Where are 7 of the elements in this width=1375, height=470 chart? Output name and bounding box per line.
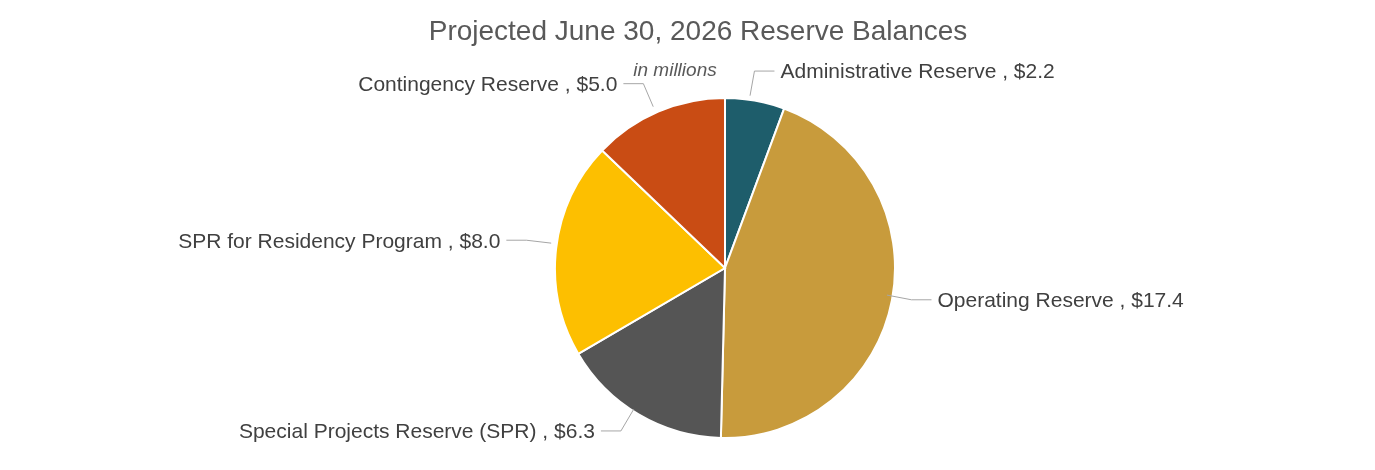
- slice-label: Contingency Reserve , $5.0: [358, 72, 618, 96]
- slice-label: Operating Reserve , $17.4: [937, 288, 1185, 312]
- slice-label: SPR for Residency Program , $8.0: [178, 228, 501, 252]
- slice-label: Administrative Reserve , $2.2: [780, 59, 1055, 83]
- slice-label: Special Projects Reserve (SPR) , $6.3: [238, 419, 595, 443]
- chart-title: Projected June 30, 2026 Reserve Balances: [428, 15, 968, 46]
- chart-subtitle: in millions: [633, 59, 718, 80]
